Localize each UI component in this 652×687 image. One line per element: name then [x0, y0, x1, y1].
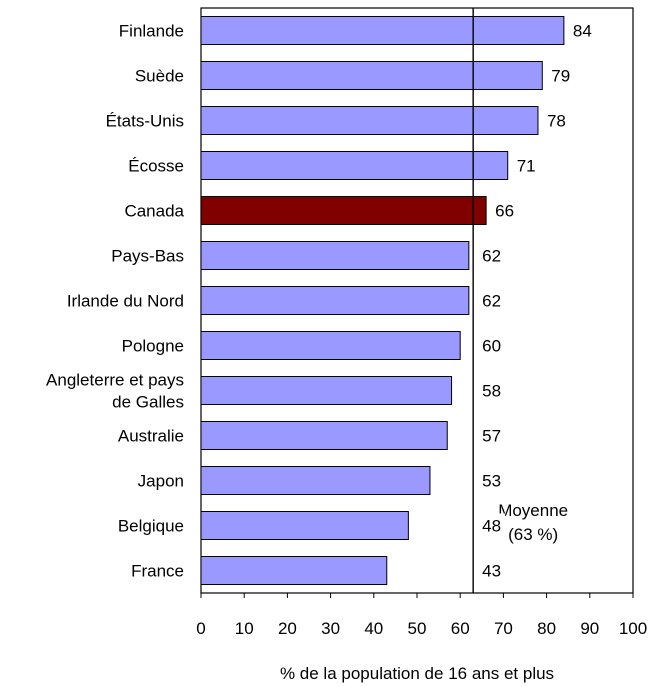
x-tick-label: 20 [278, 619, 297, 638]
category-label-line: France [131, 562, 184, 581]
value-label-bg [492, 198, 519, 223]
value-label: 66 [495, 202, 514, 221]
value-label: 57 [482, 427, 501, 446]
value-label: 43 [482, 562, 501, 581]
x-tick-label: 10 [235, 619, 254, 638]
value-label: 60 [482, 337, 501, 356]
x-tick-label: 90 [580, 619, 599, 638]
reference-line-group: Moyenne (63 %) [472, 8, 568, 593]
bar-0 [200, 16, 565, 45]
bar-3 [200, 151, 509, 180]
x-tick-label: 70 [494, 619, 513, 638]
category-label-line: Écosse [128, 157, 184, 176]
category-label: Australie [118, 427, 184, 446]
value-label: 71 [517, 157, 536, 176]
category-label: Pologne [122, 337, 184, 356]
bar-12 [200, 556, 388, 585]
value-label-bg [479, 378, 506, 403]
x-axis-label: % de la population de 16 ans et plus [280, 664, 554, 683]
category-label-line: États-Unis [106, 112, 184, 131]
category-label: Irlande du Nord [67, 292, 184, 311]
value-label-bg [513, 153, 540, 178]
bar-10 [200, 466, 431, 495]
bars [200, 16, 565, 585]
category-label: France [131, 562, 184, 581]
value-label: 62 [482, 292, 501, 311]
value-label: 79 [551, 67, 570, 86]
bar-7 [200, 331, 461, 360]
value-label-bg [543, 108, 570, 133]
bar-1 [200, 61, 543, 90]
value-label-bg [479, 423, 506, 448]
category-label: Suède [135, 67, 184, 86]
value-label: 78 [547, 112, 566, 131]
value-label: 53 [482, 472, 501, 491]
category-label-line: Pologne [122, 337, 184, 356]
bar-11 [200, 511, 409, 540]
category-label: Japon [138, 472, 184, 491]
reference-line-label-line: Moyenne [498, 501, 568, 520]
value-label-bg [479, 333, 506, 358]
category-label: Canada [124, 202, 184, 221]
x-tick-label: 0 [196, 619, 205, 638]
x-tick-label: 30 [321, 619, 340, 638]
category-label-line: Irlande du Nord [67, 292, 184, 311]
value-label: 58 [482, 382, 501, 401]
value-label-bg [548, 63, 575, 88]
value-labels: 84 79 78 71 66 62 62 60 58 57 53 48 43 [479, 18, 596, 583]
x-tick-label: 100 [619, 619, 647, 638]
category-label: États-Unis [106, 112, 184, 131]
value-label-bg [479, 288, 506, 313]
category-label: Angleterre et pays de Galles [46, 371, 184, 412]
bar-5 [200, 241, 470, 270]
reference-line-label-line: (63 %) [508, 525, 558, 544]
value-label: 48 [482, 517, 501, 536]
category-label-line: Belgique [118, 517, 184, 536]
x-tick-label: 50 [408, 619, 427, 638]
bar-4 [200, 196, 487, 225]
category-label: Écosse [128, 157, 184, 176]
reference-line-label: Moyenne (63 %) [498, 501, 568, 544]
category-label-line: Australie [118, 427, 184, 446]
category-label-line: Canada [124, 202, 184, 221]
value-label-bg [479, 558, 506, 583]
value-label-bg [479, 468, 506, 493]
category-label-line: Finlande [119, 22, 184, 41]
bar-8 [200, 376, 453, 405]
bar-9 [200, 421, 448, 450]
category-label-line: Angleterre et pays [46, 371, 184, 390]
category-label: Belgique [118, 517, 184, 536]
bar-2 [200, 106, 539, 135]
category-label-line: Japon [138, 472, 184, 491]
category-label-line: Suède [135, 67, 184, 86]
category-labels: Finlande Suède États-Unis Écosse Canada Pays-… [46, 22, 185, 581]
value-label-bg [479, 243, 506, 268]
category-label-line: de Galles [112, 393, 184, 412]
value-label-bg [479, 513, 506, 538]
x-tick-label: 60 [451, 619, 470, 638]
category-label-line: Pays-Bas [111, 247, 184, 266]
value-label: 62 [482, 247, 501, 266]
category-label: Pays-Bas [111, 247, 184, 266]
x-tick-label: 40 [364, 619, 383, 638]
value-label: 84 [573, 22, 592, 41]
bar-6 [200, 286, 470, 315]
x-tick-label: 80 [537, 619, 556, 638]
category-label: Finlande [119, 22, 184, 41]
value-label-bg [569, 18, 596, 43]
x-axis-ticks: 0 10 20 30 40 50 60 70 80 90 100 [196, 593, 647, 638]
